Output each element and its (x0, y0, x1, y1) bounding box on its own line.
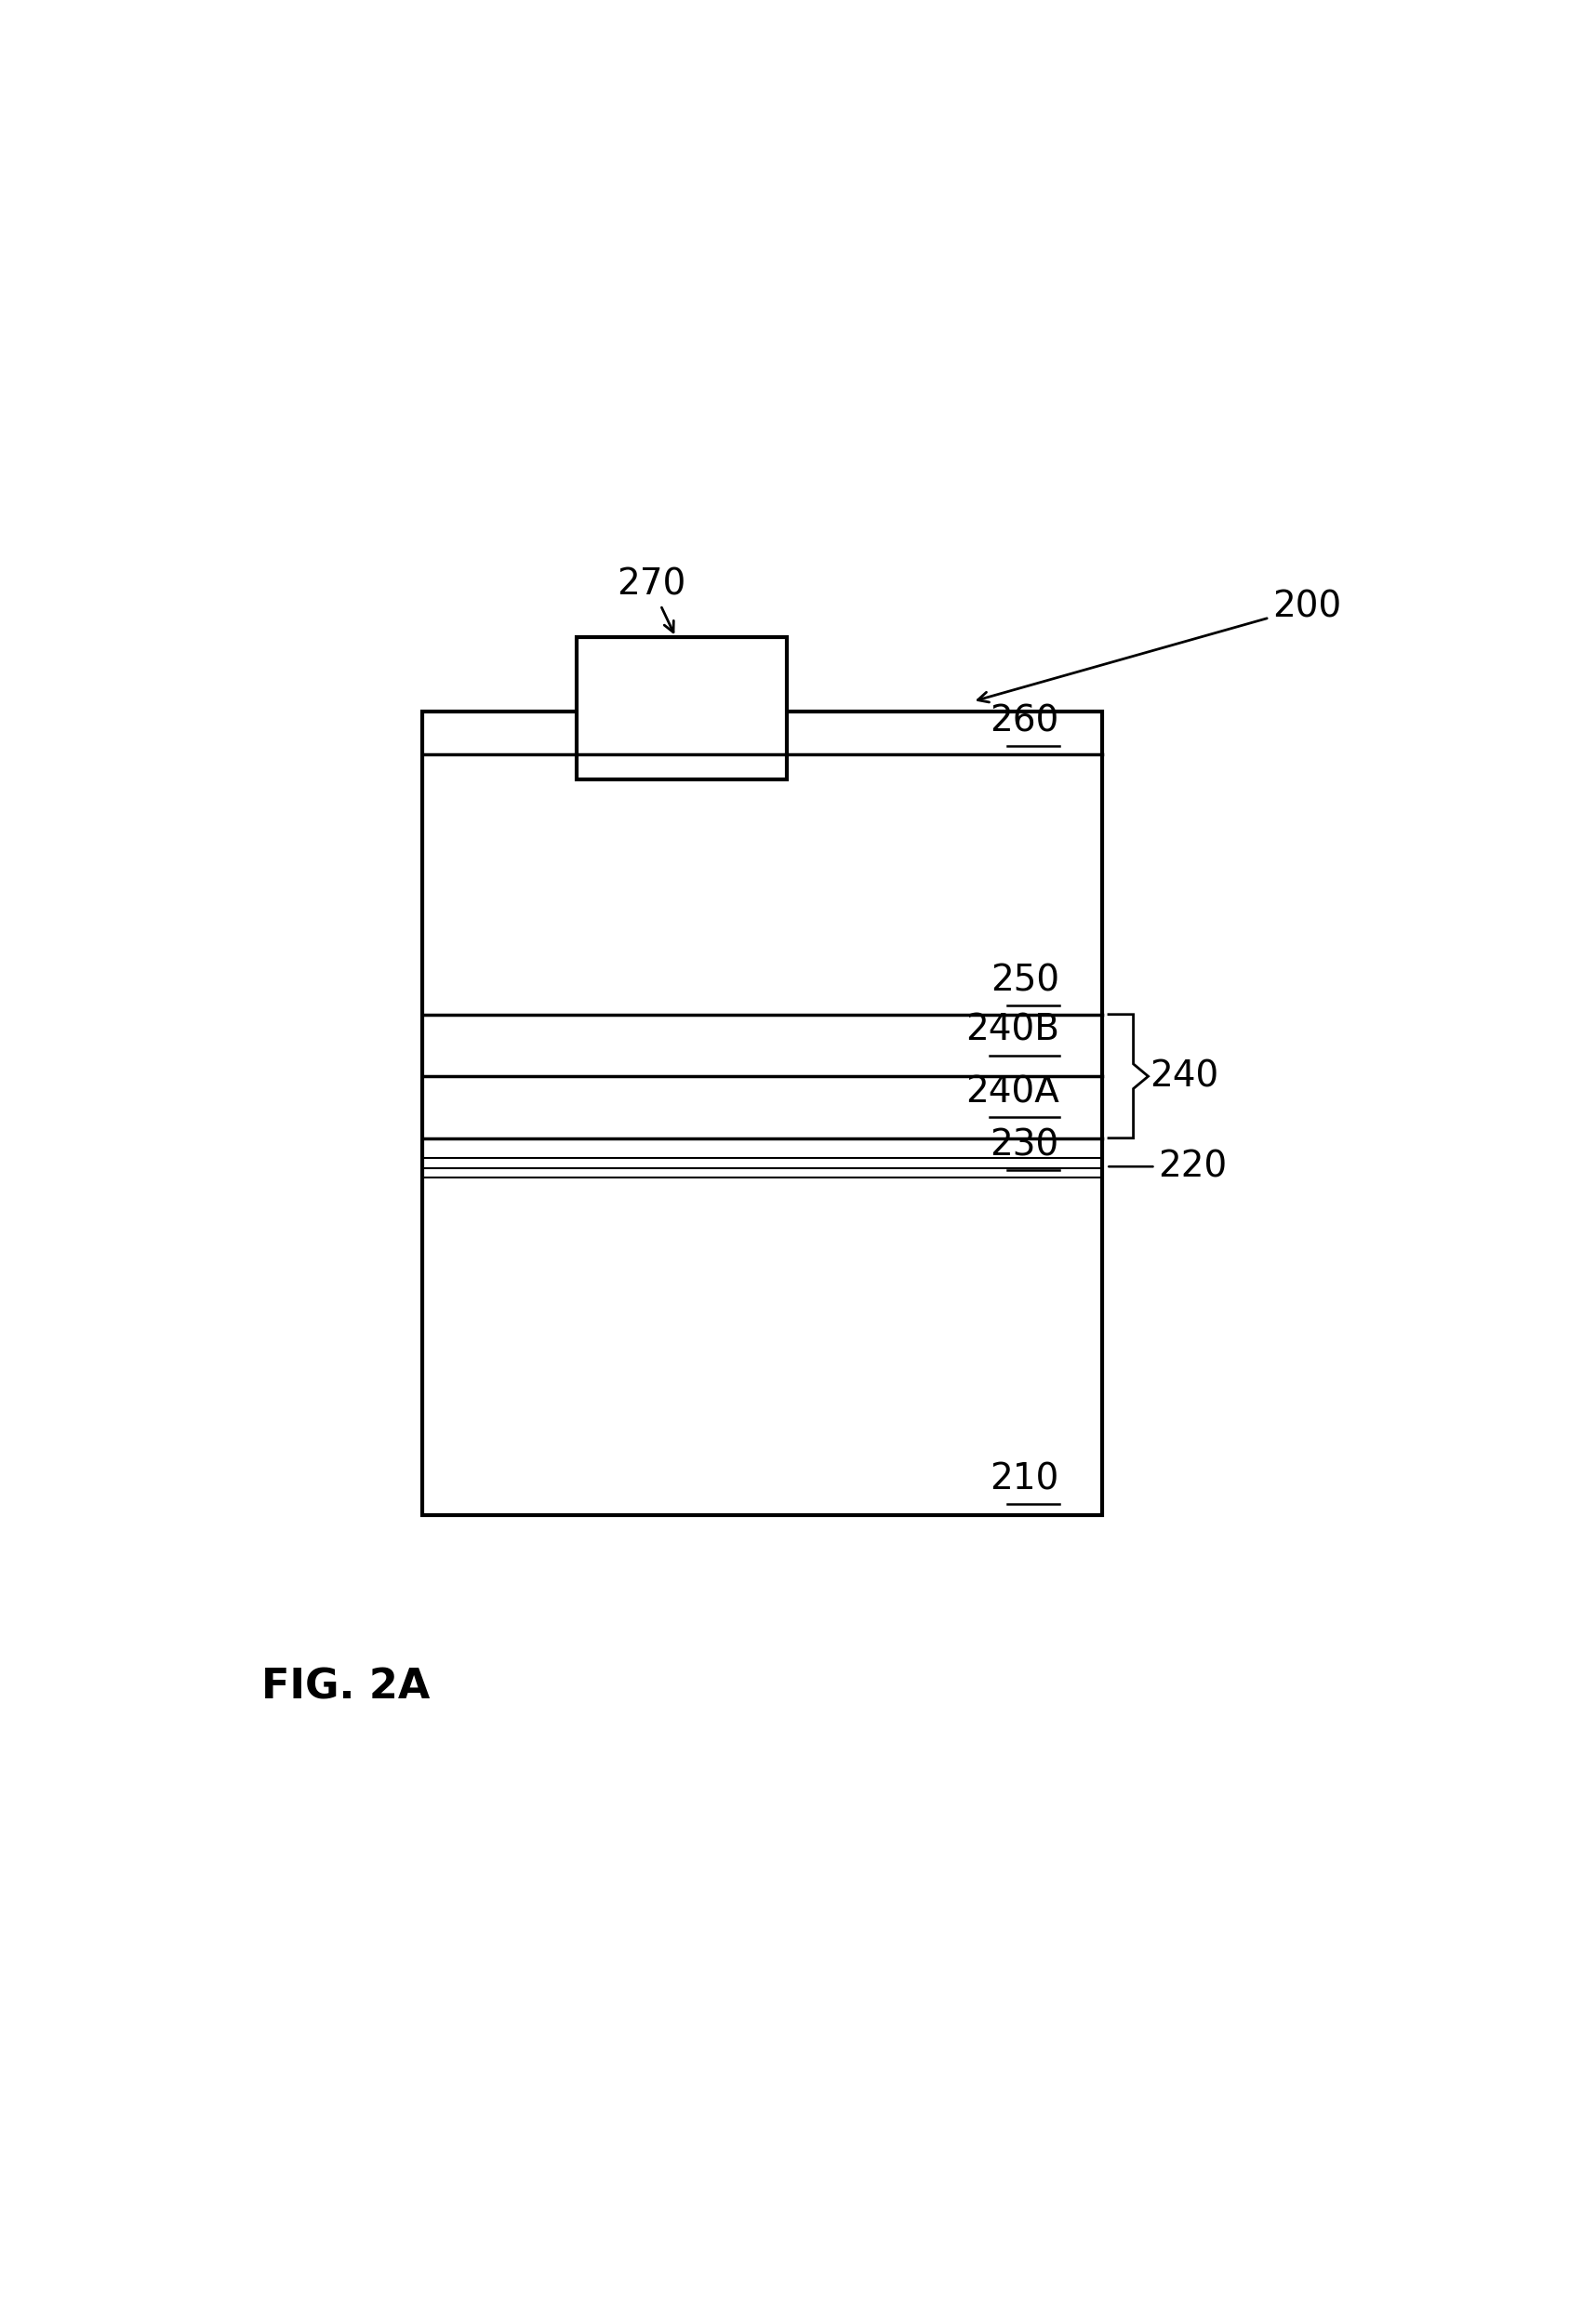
Bar (421, 711, 1103, 1516)
Text: 270: 270 (616, 567, 686, 632)
Text: 240: 240 (1149, 1058, 1218, 1095)
Text: 200: 200 (978, 590, 1341, 701)
Text: 210: 210 (990, 1461, 1060, 1498)
Bar (576, 637, 787, 780)
Text: FIG. 2A: FIG. 2A (262, 1667, 429, 1706)
Text: 220: 220 (1109, 1148, 1227, 1185)
Text: 230: 230 (990, 1127, 1060, 1162)
Text: 250: 250 (990, 963, 1060, 998)
Text: 240A: 240A (966, 1074, 1060, 1109)
Text: 260: 260 (990, 704, 1060, 738)
Text: 240B: 240B (966, 1012, 1060, 1049)
